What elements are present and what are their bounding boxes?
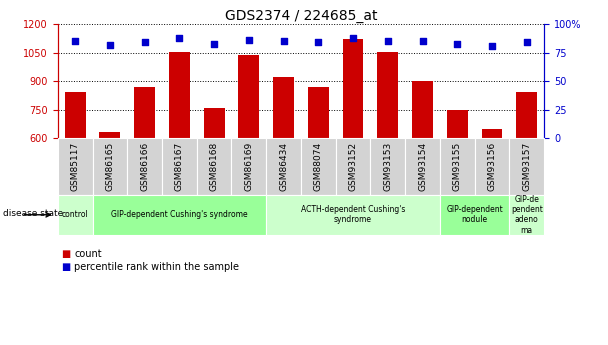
Bar [343, 39, 364, 252]
Bar [64, 92, 86, 252]
Text: GSM86166: GSM86166 [140, 142, 149, 191]
Bar [412, 81, 433, 252]
Bar [100, 132, 120, 252]
Point [383, 38, 393, 44]
Text: ■: ■ [61, 249, 70, 258]
Title: GDS2374 / 224685_at: GDS2374 / 224685_at [225, 9, 377, 23]
Bar [273, 77, 294, 252]
Bar [308, 87, 329, 252]
Text: GSM86169: GSM86169 [244, 142, 254, 191]
Point [418, 38, 427, 44]
Text: count: count [74, 249, 102, 258]
Text: GSM86167: GSM86167 [175, 142, 184, 191]
Text: GIP-dependent
nodule: GIP-dependent nodule [446, 205, 503, 225]
Text: GSM86168: GSM86168 [210, 142, 219, 191]
Point [452, 41, 462, 46]
Point [244, 37, 254, 43]
Point [522, 40, 531, 45]
Point [278, 38, 288, 44]
Text: GSM93156: GSM93156 [488, 142, 497, 191]
Text: percentile rank within the sample: percentile rank within the sample [74, 263, 239, 272]
Point [209, 41, 219, 46]
Text: GIP-dependent Cushing's syndrome: GIP-dependent Cushing's syndrome [111, 210, 247, 219]
Text: disease state: disease state [3, 208, 63, 218]
Text: control: control [62, 210, 89, 219]
Text: GSM93157: GSM93157 [522, 142, 531, 191]
Point [487, 43, 497, 49]
Text: GSM86434: GSM86434 [279, 142, 288, 191]
Bar [238, 55, 259, 252]
Text: GSM93155: GSM93155 [453, 142, 462, 191]
Bar [378, 52, 398, 252]
Text: GSM85117: GSM85117 [71, 142, 80, 191]
Point [348, 35, 358, 41]
Bar [204, 108, 224, 252]
Bar [516, 91, 537, 252]
Text: GIP-de
pendent
adeno
ma: GIP-de pendent adeno ma [511, 195, 543, 235]
Point [174, 35, 184, 41]
Text: ACTH-dependent Cushing's
syndrome: ACTH-dependent Cushing's syndrome [301, 205, 406, 225]
Point [314, 40, 323, 45]
Bar [447, 110, 468, 252]
Text: GSM88074: GSM88074 [314, 142, 323, 191]
Text: ■: ■ [61, 263, 70, 272]
Text: GSM93153: GSM93153 [383, 142, 392, 191]
Point [105, 42, 115, 47]
Text: GSM93154: GSM93154 [418, 142, 427, 191]
Point [140, 40, 150, 45]
Point [71, 38, 80, 44]
Text: GSM93152: GSM93152 [348, 142, 358, 191]
Bar [169, 52, 190, 252]
Text: GSM86165: GSM86165 [105, 142, 114, 191]
Bar [134, 87, 155, 252]
Bar [482, 128, 502, 252]
